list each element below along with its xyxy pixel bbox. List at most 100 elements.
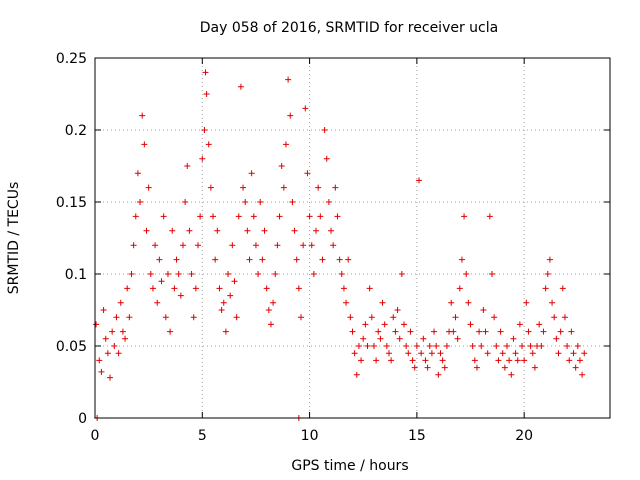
y-tick-label: 0 <box>78 411 87 427</box>
data-point <box>295 285 302 292</box>
data-point <box>149 285 156 292</box>
data-point <box>538 343 545 349</box>
data-points <box>93 69 588 421</box>
data-point <box>403 343 410 349</box>
data-point <box>202 69 209 76</box>
data-point <box>141 141 148 148</box>
data-point <box>207 184 214 191</box>
data-point <box>529 350 536 357</box>
data-point <box>235 213 242 220</box>
data-point <box>540 328 547 335</box>
data-point <box>328 227 335 234</box>
data-point <box>278 163 285 169</box>
data-point <box>336 256 343 263</box>
data-point <box>289 199 296 205</box>
data-point <box>122 335 129 342</box>
data-point <box>192 285 199 292</box>
y-axis-label: SRMTID / TECUs <box>6 182 22 295</box>
data-point <box>525 328 532 335</box>
data-point <box>576 357 583 364</box>
data-point <box>364 343 371 349</box>
data-point <box>572 364 579 371</box>
data-point <box>426 343 433 349</box>
data-point <box>330 242 337 249</box>
data-point <box>195 242 201 249</box>
data-point <box>154 299 161 306</box>
data-point <box>407 328 414 335</box>
data-point <box>186 227 193 234</box>
data-point <box>428 350 435 357</box>
data-point <box>508 371 515 378</box>
data-point <box>115 350 122 357</box>
data-point <box>302 105 309 112</box>
data-point <box>184 163 191 169</box>
data-point <box>392 328 399 335</box>
data-point <box>360 335 367 342</box>
data-point <box>379 299 386 306</box>
data-point <box>405 350 412 357</box>
data-point <box>156 256 163 263</box>
data-point <box>338 271 345 277</box>
data-point <box>431 328 438 335</box>
data-point <box>465 299 472 306</box>
data-point <box>493 343 500 349</box>
data-point <box>564 343 571 349</box>
data-point <box>424 364 431 371</box>
data-point <box>98 368 105 375</box>
data-point <box>347 314 354 321</box>
data-point <box>559 285 566 292</box>
data-point <box>100 307 107 313</box>
data-point <box>257 199 264 205</box>
data-point <box>353 371 360 378</box>
data-point <box>454 335 461 342</box>
x-tick-label: 20 <box>515 428 533 444</box>
data-point <box>173 256 180 263</box>
data-point <box>480 307 487 313</box>
data-point <box>411 364 418 371</box>
data-point <box>169 227 176 234</box>
data-point <box>368 314 375 321</box>
data-point <box>401 321 407 328</box>
data-point <box>139 112 146 119</box>
data-point <box>222 328 229 335</box>
data-point <box>409 357 416 364</box>
data-point <box>171 285 178 292</box>
data-point <box>113 314 120 321</box>
data-point <box>261 227 268 234</box>
data-point <box>516 321 523 328</box>
data-point <box>579 371 586 378</box>
data-point <box>143 227 150 234</box>
data-point <box>267 321 274 328</box>
data-point <box>164 271 171 277</box>
data-point <box>561 314 568 321</box>
data-point <box>315 184 322 191</box>
data-point <box>394 307 401 313</box>
data-point <box>416 177 423 184</box>
data-point <box>188 271 195 277</box>
data-point <box>117 299 124 306</box>
data-point <box>225 271 232 277</box>
data-point <box>566 357 573 364</box>
data-point <box>167 328 174 335</box>
data-point <box>201 127 208 133</box>
data-point <box>334 213 341 220</box>
data-point <box>130 242 137 249</box>
x-tick-label: 10 <box>301 428 319 444</box>
data-point <box>306 213 313 220</box>
data-point <box>132 213 139 220</box>
data-point <box>521 357 528 364</box>
x-axis-label: GPS time / hours <box>291 458 408 474</box>
data-point <box>177 292 184 299</box>
data-point <box>476 328 483 335</box>
data-point <box>439 357 446 364</box>
data-point <box>203 91 210 97</box>
data-point <box>343 299 350 306</box>
data-point <box>255 271 262 277</box>
data-point <box>551 314 558 321</box>
data-point <box>147 271 154 277</box>
data-point <box>304 170 311 177</box>
data-point <box>197 213 204 220</box>
data-point <box>323 155 330 162</box>
data-point <box>93 321 100 328</box>
data-point <box>321 127 328 133</box>
